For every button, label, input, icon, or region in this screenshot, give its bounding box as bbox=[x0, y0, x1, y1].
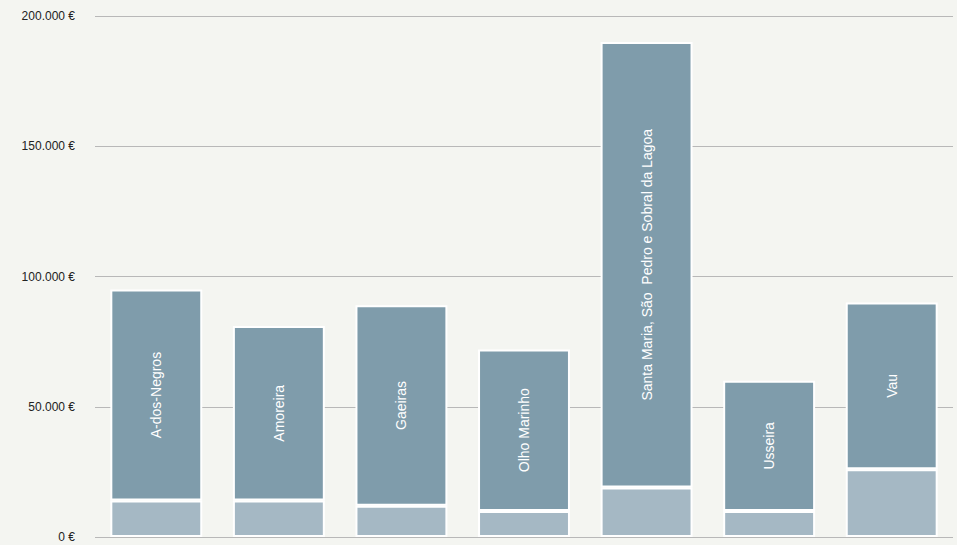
svg-text:Santa Maria, São Pedro e Sobr: Santa Maria, São Pedro e Sobral da Lagoa bbox=[639, 129, 655, 401]
svg-text:200.000 €: 200.000 € bbox=[22, 9, 76, 23]
svg-text:Amoreira: Amoreira bbox=[271, 385, 287, 442]
svg-text:Olho Marinho: Olho Marinho bbox=[516, 388, 532, 472]
svg-text:150.000 €: 150.000 € bbox=[22, 139, 76, 153]
svg-text:A-dos-Negros: A-dos-Negros bbox=[148, 352, 164, 438]
svg-text:Usseira: Usseira bbox=[761, 422, 777, 470]
svg-text:0 €: 0 € bbox=[58, 530, 75, 544]
svg-text:Gaeiras: Gaeiras bbox=[393, 381, 409, 430]
svg-text:Vau: Vau bbox=[884, 374, 900, 398]
svg-text:50.000 €: 50.000 € bbox=[28, 400, 75, 414]
svg-text:100.000 €: 100.000 € bbox=[22, 270, 76, 284]
